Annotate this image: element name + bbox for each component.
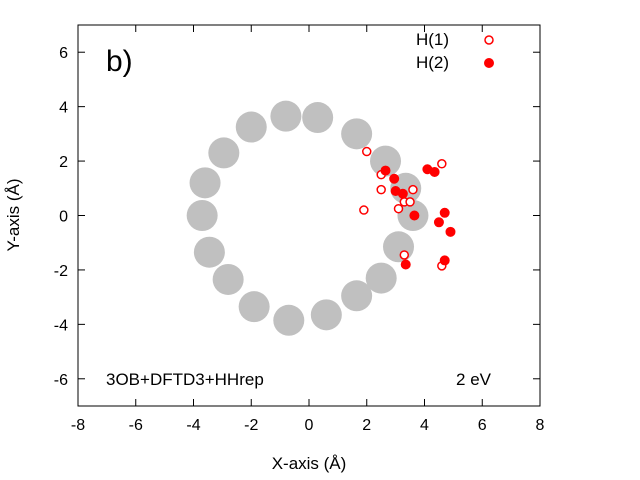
h1-point xyxy=(405,197,415,207)
y-tick-label: -6 xyxy=(54,372,68,389)
h1-point xyxy=(376,184,386,195)
y-tick-label: -4 xyxy=(54,317,68,334)
x-tick-label: 6 xyxy=(478,417,487,434)
legend-marker-h1 xyxy=(484,35,494,45)
h2-point xyxy=(409,210,420,221)
ring-atom xyxy=(383,231,415,263)
h1-point xyxy=(359,205,369,215)
x-tick-label: 8 xyxy=(536,417,545,434)
y-tick-label: -2 xyxy=(54,263,68,280)
x-tick-label: 0 xyxy=(305,417,314,434)
ring-atom xyxy=(270,100,302,132)
h2-point xyxy=(439,207,450,218)
ring-atom xyxy=(235,111,267,143)
hydrogen-points xyxy=(359,146,456,271)
h2-point xyxy=(397,188,408,199)
x-tick-label: -4 xyxy=(186,417,200,434)
ring-atom xyxy=(193,236,225,268)
legend-marker-h2 xyxy=(484,58,494,68)
h2-point xyxy=(400,259,411,270)
ring-atom xyxy=(208,137,240,169)
x-tick-label: -6 xyxy=(129,417,143,434)
legend-label-h1: H(1) xyxy=(416,30,449,49)
ring-atom xyxy=(341,280,373,312)
ring-atoms xyxy=(186,100,429,336)
ring-atom xyxy=(341,118,373,150)
ring-atom xyxy=(302,102,334,134)
h1-point xyxy=(362,146,372,157)
x-tick-label: 4 xyxy=(420,417,429,434)
h1-point xyxy=(399,250,410,260)
h2-point xyxy=(439,255,450,266)
ring-atom xyxy=(365,262,397,294)
x-tick-label: 2 xyxy=(362,417,371,434)
axis-ticks: -8 -6 -4 -2 0 2 4 6 8 -6 -4 -2 0 2 4 6 xyxy=(54,25,545,434)
h2-point xyxy=(380,165,391,176)
method-annotation: 3OB+DFTD3+HHrep xyxy=(106,370,264,389)
x-axis-label: X-axis (Å) xyxy=(272,454,347,473)
panel-label: b) xyxy=(106,45,133,78)
x-tick-label: -8 xyxy=(71,417,85,434)
y-axis-label: Y-axis (Å) xyxy=(4,178,23,251)
ring-atom xyxy=(273,304,305,336)
plot-frame xyxy=(77,24,541,407)
ring-atom xyxy=(238,291,270,323)
h2-point xyxy=(429,166,440,177)
ring-atom xyxy=(186,200,218,231)
h2-point xyxy=(433,217,444,228)
energy-annotation: 2 eV xyxy=(456,370,492,389)
ring-atom xyxy=(310,299,342,331)
h2-point xyxy=(445,226,456,237)
ring-atom xyxy=(370,145,402,177)
y-tick-label: 2 xyxy=(59,154,68,171)
y-tick-label: 4 xyxy=(59,100,68,117)
h1-point xyxy=(393,203,404,214)
ring-atom xyxy=(189,167,221,199)
h2-point xyxy=(389,173,400,184)
h1-point xyxy=(408,184,418,195)
y-tick-label: 0 xyxy=(59,209,68,226)
x-tick-label: -2 xyxy=(244,417,258,434)
legend-label-h2: H(2) xyxy=(416,53,449,72)
h1-point xyxy=(437,159,447,169)
y-tick-label: 6 xyxy=(59,45,68,62)
ring-atom xyxy=(212,263,244,295)
